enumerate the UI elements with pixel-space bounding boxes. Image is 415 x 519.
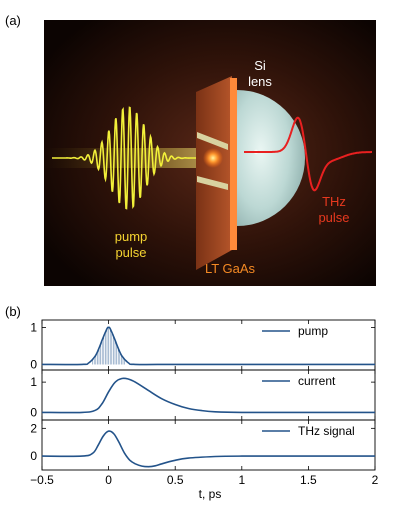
x-tick-label: −0.5 [30, 473, 54, 487]
x-tick-label: 1.5 [300, 473, 317, 487]
x-axis-label: t, ps [199, 487, 222, 501]
time-traces-chart: 1 0 pump 1 0 current 2 0 THz signal −0.5 0 0.5 1 1.5 2 [30, 319, 379, 487]
y-tick-label: 2 [30, 421, 37, 435]
series-line-3 [41, 430, 375, 468]
excitation-spot [203, 148, 223, 168]
panel-b-label: (b) [5, 304, 21, 319]
electrode-top [197, 132, 228, 150]
si-lens [237, 90, 305, 226]
pump-pulse-label-line2: pulse [115, 245, 146, 260]
pump-pulse-label-line1: pump [115, 229, 148, 244]
pump-pulse-wave [52, 106, 198, 210]
lt-gaas-edge [230, 78, 237, 250]
panel-a-label: (a) [5, 13, 21, 28]
x-tick-label: 2 [372, 473, 379, 487]
x-tick-label: 0.5 [167, 473, 184, 487]
y-tick-label: 1 [30, 320, 37, 334]
series-line-2 [41, 377, 375, 414]
emitter-diagram: Si lens THz pulse pump pulse LT GaAs [44, 20, 376, 286]
series-line-1 [41, 326, 375, 366]
y-tick-label: 0 [30, 449, 37, 463]
thz-pulse-label-line2: pulse [318, 210, 349, 225]
x-tick-label: 1 [238, 473, 245, 487]
thz-pulse-label-line1: THz [322, 194, 346, 209]
legend-label-1: pump [298, 324, 328, 338]
y-tick-label: 0 [30, 405, 37, 419]
electrode-bottom [197, 176, 228, 190]
legend-label-3: THz signal [298, 424, 355, 438]
panel-frame-3 [41, 419, 376, 471]
si-lens-label-line2: lens [248, 74, 272, 89]
lt-gaas-label: LT GaAs [205, 261, 256, 276]
lt-gaas-plate [196, 76, 232, 270]
y-tick-label: 0 [30, 357, 37, 371]
x-tick-label: 0 [105, 473, 112, 487]
legend-label-2: current [298, 374, 336, 388]
y-tick-label: 1 [30, 375, 37, 389]
thz-pulse-wave [244, 116, 372, 192]
si-lens-label-line1: Si [254, 58, 266, 73]
